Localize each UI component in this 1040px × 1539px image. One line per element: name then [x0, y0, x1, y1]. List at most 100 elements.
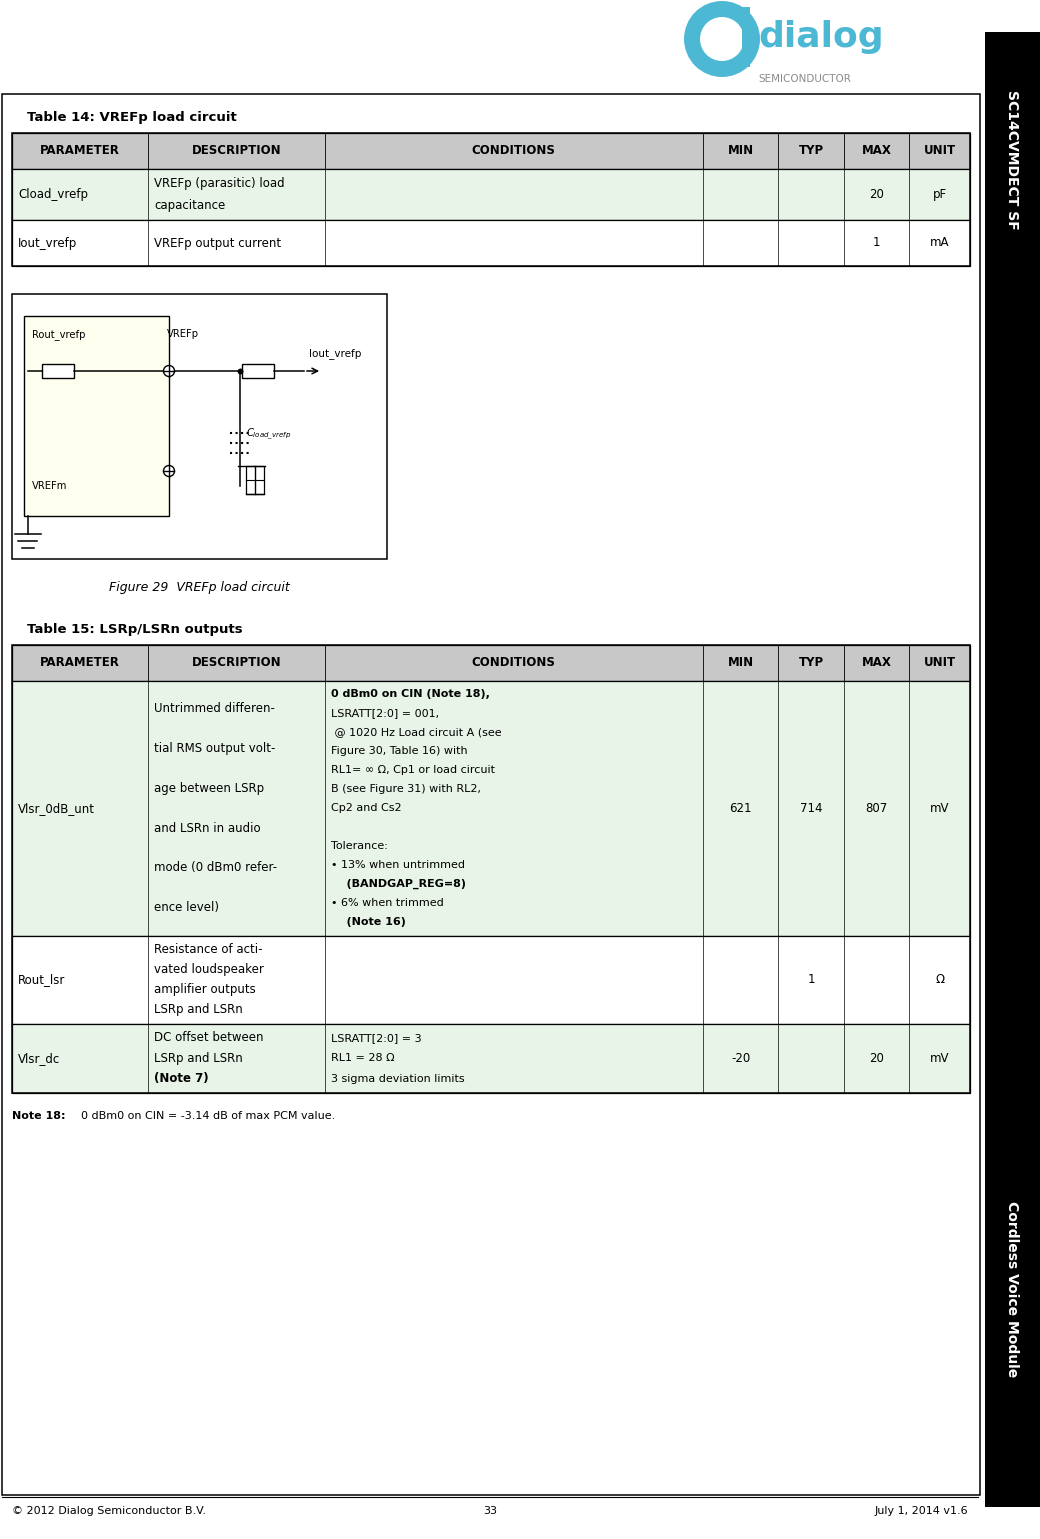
Bar [12, 680, 970, 936]
Text: 1: 1 [873, 237, 881, 249]
Text: (Note 16): (Note 16) [331, 917, 406, 926]
Text: DC offset between: DC offset between [154, 1031, 263, 1045]
Text: TYP: TYP [799, 145, 824, 157]
Text: $C_{load\_vrefp}$: $C_{load\_vrefp}$ [246, 426, 291, 442]
Bar [12, 294, 387, 559]
Text: ence level): ence level) [154, 902, 219, 914]
Text: RL1= ∞ Ω, Cp1 or load circuit: RL1= ∞ Ω, Cp1 or load circuit [331, 765, 495, 776]
Text: Ω: Ω [935, 973, 944, 986]
Text: pF: pF [933, 188, 946, 202]
Text: TYP: TYP [799, 657, 824, 669]
Text: Table 15: LSRp/LSRn outputs: Table 15: LSRp/LSRn outputs [27, 622, 242, 636]
Text: July 1, 2014 v1.6: July 1, 2014 v1.6 [875, 1507, 968, 1516]
Text: 20: 20 [869, 1051, 884, 1065]
Circle shape [163, 365, 175, 377]
Text: PARAMETER: PARAMETER [41, 657, 120, 669]
Text: amplifier outputs: amplifier outputs [154, 983, 256, 996]
Text: LSRp and LSRn: LSRp and LSRn [154, 1003, 243, 1016]
Text: (BANDGAP_REG=8): (BANDGAP_REG=8) [331, 879, 466, 890]
Text: Cp2 and Cs2: Cp2 and Cs2 [331, 803, 401, 813]
Text: MAX: MAX [862, 145, 891, 157]
Text: -20: -20 [731, 1051, 750, 1065]
Text: tial RMS output volt-: tial RMS output volt- [154, 742, 276, 756]
Text: 20: 20 [869, 188, 884, 202]
Text: Vlsr_0dB_unt: Vlsr_0dB_unt [18, 802, 95, 814]
Text: UNIT: UNIT [924, 657, 956, 669]
Circle shape [700, 17, 744, 62]
Text: VREFp: VREFp [167, 329, 199, 339]
Bar [12, 645, 970, 680]
Text: 33: 33 [483, 1507, 497, 1516]
Text: SC14CVMDECT SF: SC14CVMDECT SF [1006, 91, 1019, 229]
Text: VREFp (parasitic) load: VREFp (parasitic) load [154, 177, 285, 191]
Bar [24, 315, 168, 516]
Bar [985, 32, 1040, 1507]
Text: DESCRIPTION: DESCRIPTION [191, 145, 281, 157]
Bar [42, 365, 74, 379]
Text: mV: mV [930, 1051, 950, 1065]
Text: UNIT: UNIT [924, 145, 956, 157]
Text: LSRATT[2:0] = 001,: LSRATT[2:0] = 001, [331, 708, 439, 719]
Bar [12, 132, 970, 169]
Text: MIN: MIN [728, 145, 754, 157]
Text: 1: 1 [807, 973, 815, 986]
Circle shape [684, 2, 760, 77]
Text: PARAMETER: PARAMETER [41, 145, 120, 157]
Text: VREFp output current: VREFp output current [154, 237, 281, 249]
Text: mA: mA [930, 237, 950, 249]
Text: CONDITIONS: CONDITIONS [472, 145, 555, 157]
Text: and LSRn in audio: and LSRn in audio [154, 822, 261, 834]
Text: 0 dBm0 on CIN (Note 18),: 0 dBm0 on CIN (Note 18), [331, 689, 490, 699]
Bar [12, 169, 970, 220]
Text: Cordless Voice Module: Cordless Voice Module [1006, 1200, 1019, 1377]
Text: Untrimmed differen-: Untrimmed differen- [154, 702, 275, 716]
Text: Resistance of acti-: Resistance of acti- [154, 943, 263, 956]
Text: CONDITIONS: CONDITIONS [472, 657, 555, 669]
Text: @ 1020 Hz Load circuit A (see: @ 1020 Hz Load circuit A (see [331, 728, 501, 737]
Bar [742, 8, 750, 68]
Text: Rout_vrefp: Rout_vrefp [32, 329, 85, 340]
Bar [12, 645, 970, 1093]
Text: Iout_vrefp: Iout_vrefp [18, 237, 77, 249]
Text: 621: 621 [729, 802, 752, 814]
Bar [242, 365, 274, 379]
Text: B (see Figure 31) with RL2,: B (see Figure 31) with RL2, [331, 785, 480, 794]
Text: Figure 29  VREFp load circuit: Figure 29 VREFp load circuit [109, 582, 290, 594]
Circle shape [163, 465, 175, 477]
Text: vated loudspeaker: vated loudspeaker [154, 963, 264, 976]
Text: Table 14: VREFp load circuit: Table 14: VREFp load circuit [27, 111, 237, 123]
Text: Figure 30, Table 16) with: Figure 30, Table 16) with [331, 746, 467, 756]
Text: Vlsr_dc: Vlsr_dc [18, 1051, 60, 1065]
Text: DESCRIPTION: DESCRIPTION [191, 657, 281, 669]
Text: MIN: MIN [728, 657, 754, 669]
Text: VREFm: VREFm [32, 482, 68, 491]
Text: RL1 = 28 Ω: RL1 = 28 Ω [331, 1053, 394, 1063]
Text: Cload_vrefp: Cload_vrefp [18, 188, 88, 202]
Text: • 13% when untrimmed: • 13% when untrimmed [331, 860, 465, 870]
Text: © 2012 Dialog Semiconductor B.V.: © 2012 Dialog Semiconductor B.V. [12, 1507, 206, 1516]
Text: 0 dBm0 on CIN = -3.14 dB of max PCM value.: 0 dBm0 on CIN = -3.14 dB of max PCM valu… [74, 1111, 335, 1120]
Bar [12, 220, 970, 266]
Text: age between LSRp: age between LSRp [154, 782, 264, 794]
Text: 714: 714 [800, 802, 823, 814]
Text: LSRATT[2:0] = 3: LSRATT[2:0] = 3 [331, 1033, 421, 1043]
Text: mV: mV [930, 802, 950, 814]
Bar [12, 132, 970, 266]
Bar [12, 936, 970, 1023]
Text: (Note 7): (Note 7) [154, 1073, 209, 1085]
Text: 3 sigma deviation limits: 3 sigma deviation limits [331, 1074, 464, 1083]
Text: capacitance: capacitance [154, 199, 226, 212]
Text: LSRp and LSRn: LSRp and LSRn [154, 1051, 243, 1065]
Text: 807: 807 [865, 802, 888, 814]
Text: MAX: MAX [862, 657, 891, 669]
Text: Rout_lsr: Rout_lsr [18, 973, 66, 986]
Text: dialog: dialog [758, 20, 884, 54]
Text: • 6% when trimmed: • 6% when trimmed [331, 899, 443, 908]
Text: Iout_vrefp: Iout_vrefp [309, 348, 361, 359]
Text: Note 18:: Note 18: [12, 1111, 66, 1120]
Bar [12, 1023, 970, 1093]
Text: mode (0 dBm0 refer-: mode (0 dBm0 refer- [154, 862, 278, 874]
Bar [246, 466, 264, 494]
Text: Tolerance:: Tolerance: [331, 842, 388, 851]
Text: SEMICONDUCTOR: SEMICONDUCTOR [758, 74, 851, 85]
